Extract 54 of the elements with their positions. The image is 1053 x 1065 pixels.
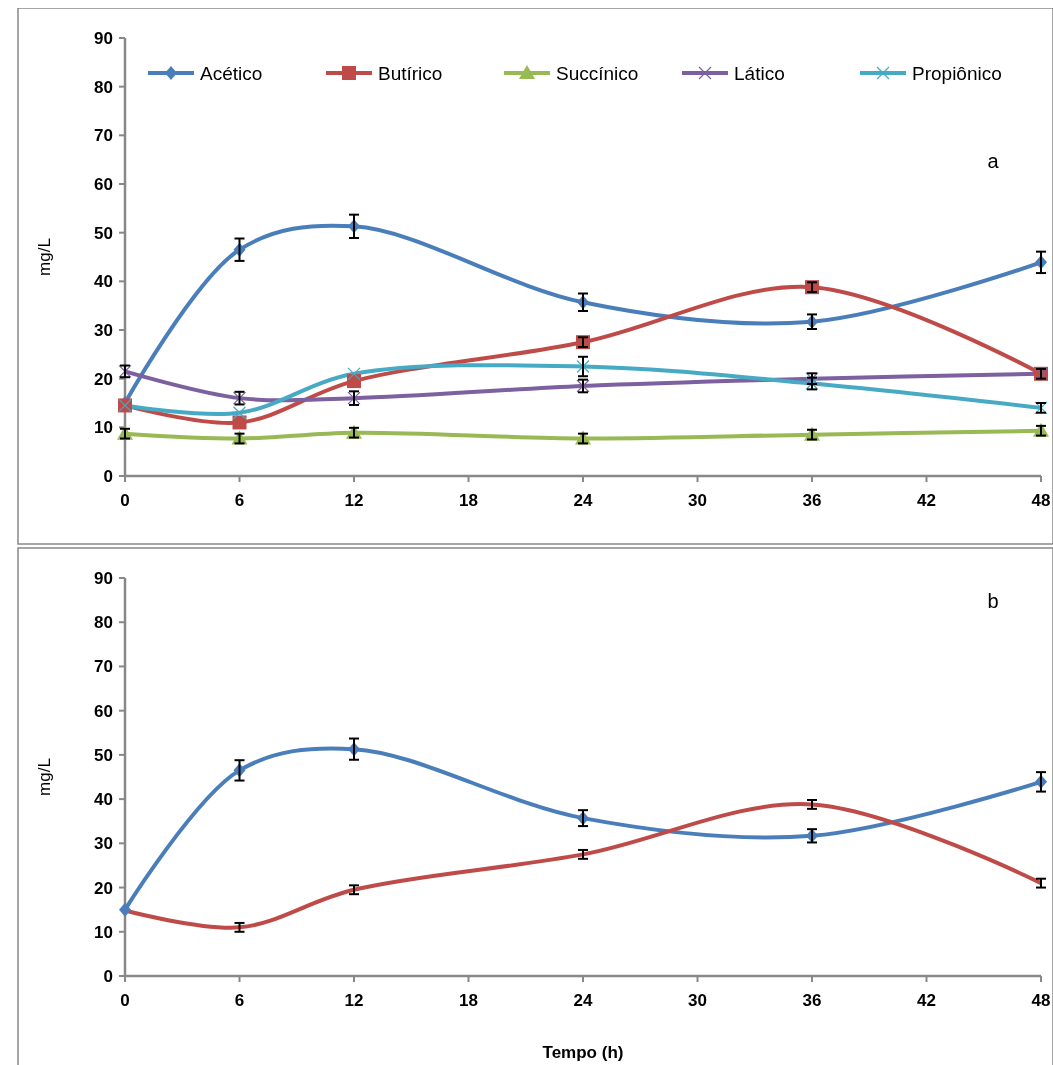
x-tick-label: 30 bbox=[688, 491, 707, 510]
annotation: a bbox=[987, 150, 1000, 172]
y-tick-label: 50 bbox=[94, 223, 113, 243]
y-tick-label: 80 bbox=[94, 613, 113, 633]
x-tick-label: 48 bbox=[1031, 991, 1051, 1010]
x-tick-label: 24 bbox=[573, 491, 593, 510]
y-tick-label: 10 bbox=[94, 418, 113, 438]
x-tick-label: 12 bbox=[344, 991, 364, 1010]
x-tick-label: 0 bbox=[120, 491, 130, 510]
y-tick-label: 30 bbox=[94, 320, 113, 340]
legend-label: Butírico bbox=[378, 62, 443, 84]
y-tick-label: 0 bbox=[103, 466, 113, 486]
y-tick-label: 40 bbox=[94, 272, 113, 292]
y-tick-label: 0 bbox=[103, 966, 113, 986]
x-tick-label: 24 bbox=[573, 991, 593, 1010]
y-tick-label: 90 bbox=[94, 28, 113, 48]
x-tick-label: 12 bbox=[344, 491, 364, 510]
y-tick-label: 70 bbox=[94, 126, 113, 146]
legend-label: Acético bbox=[200, 62, 263, 84]
point bbox=[347, 367, 361, 381]
legend-label: Succínico bbox=[556, 62, 639, 84]
point bbox=[119, 902, 131, 917]
y-tick-label: 90 bbox=[94, 568, 113, 588]
y-tick-label: 20 bbox=[94, 878, 113, 898]
x-tick-label: 30 bbox=[688, 991, 707, 1010]
y-axis-title: mg/L bbox=[35, 758, 54, 796]
y-tick-label: 60 bbox=[94, 701, 113, 721]
y-tick-label: 20 bbox=[94, 369, 113, 389]
x-tick-label: 48 bbox=[1031, 491, 1051, 510]
y-tick-label: 50 bbox=[94, 745, 113, 765]
x-axis-title: Tempo (h) bbox=[542, 1043, 624, 1062]
x-tick-label: 36 bbox=[802, 991, 822, 1010]
y-tick-label: 60 bbox=[94, 174, 113, 194]
point bbox=[576, 359, 590, 374]
x-tick-label: 6 bbox=[234, 991, 245, 1010]
x-tick-label: 36 bbox=[802, 491, 822, 510]
y-tick-label: 30 bbox=[94, 834, 113, 854]
x-tick-label: 18 bbox=[459, 491, 478, 510]
y-tick-label: 70 bbox=[94, 657, 113, 677]
legend-label: Lático bbox=[734, 62, 785, 84]
x-tick-label: 6 bbox=[234, 491, 245, 510]
x-tick-label: 0 bbox=[120, 991, 130, 1010]
point bbox=[232, 406, 247, 420]
point bbox=[118, 364, 132, 378]
point bbox=[232, 415, 247, 430]
x-tick-label: 18 bbox=[459, 991, 478, 1010]
y-axis-title: mg/L bbox=[35, 238, 54, 276]
x-tick-label: 42 bbox=[917, 491, 936, 510]
y-tick-label: 10 bbox=[94, 922, 113, 942]
x-tick-label: 42 bbox=[917, 991, 936, 1010]
y-tick-label: 80 bbox=[94, 77, 113, 97]
annotation: b bbox=[987, 590, 999, 612]
y-tick-label: 40 bbox=[94, 790, 113, 810]
legend-label: Propiônico bbox=[912, 62, 1002, 84]
